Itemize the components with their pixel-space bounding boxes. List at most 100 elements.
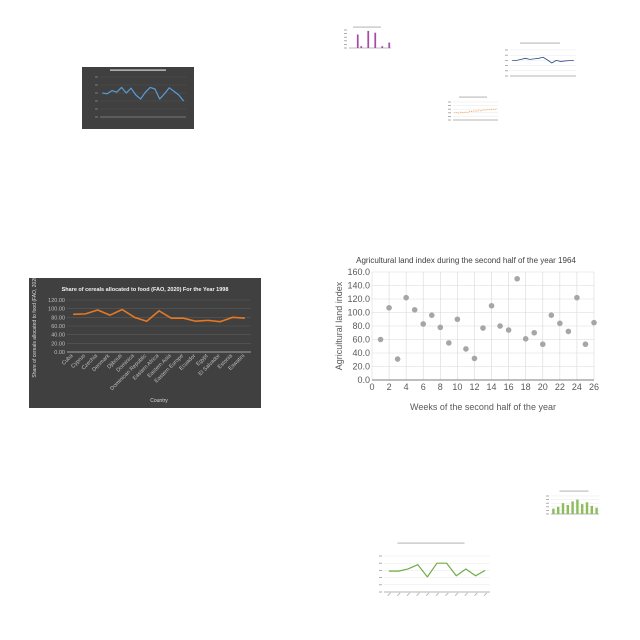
y-tick-mark bbox=[95, 76, 98, 78]
y-tick-mark bbox=[344, 36, 347, 38]
bar bbox=[561, 503, 565, 514]
y-tick-mark bbox=[344, 44, 347, 45]
series-line bbox=[512, 56, 574, 64]
y-tick-mark bbox=[546, 499, 549, 500]
scatter-point bbox=[386, 304, 392, 311]
scatter-point bbox=[446, 340, 452, 346]
y-tick-label: 80.0 bbox=[352, 321, 370, 331]
bar bbox=[356, 34, 359, 48]
x-tick-mark bbox=[387, 592, 391, 596]
y-tick-mark bbox=[448, 119, 451, 121]
x-tick-label: 6 bbox=[421, 382, 426, 392]
y-tick-label: 20.00 bbox=[51, 341, 65, 347]
y-tick-label: 100.00 bbox=[48, 307, 65, 313]
y-tick-mark bbox=[379, 591, 382, 593]
y-tick-mark bbox=[379, 577, 382, 578]
y-axis-label: Share of cereals allocated to food (FAO,… bbox=[32, 278, 38, 378]
scatter-point bbox=[565, 328, 572, 335]
chart-svg-c6: Agricultural land index during the secon… bbox=[334, 256, 599, 412]
scatter-point bbox=[377, 336, 384, 343]
y-tick-mark bbox=[379, 584, 382, 586]
x-tick-mark bbox=[483, 592, 488, 596]
y-tick-mark bbox=[448, 101, 451, 103]
chart-svg-c3 bbox=[505, 42, 576, 77]
y-tick-mark bbox=[448, 108, 451, 110]
scatter-point bbox=[420, 321, 427, 327]
y-tick-mark bbox=[379, 570, 382, 571]
bar bbox=[590, 505, 593, 514]
chart-navy-line bbox=[500, 40, 580, 88]
y-tick-mark bbox=[344, 40, 347, 42]
x-tick-label: 16 bbox=[504, 382, 514, 392]
chart-dark-line-blue bbox=[82, 67, 194, 129]
chart-svg-c8 bbox=[379, 542, 490, 596]
x-tick-label: 22 bbox=[555, 382, 565, 392]
scatter-point bbox=[522, 336, 529, 342]
scatter-point bbox=[480, 325, 486, 331]
scatter-point bbox=[463, 346, 469, 352]
x-tick-mark bbox=[425, 592, 430, 596]
y-tick-label: 100.0 bbox=[347, 308, 370, 318]
scatter-point bbox=[403, 294, 409, 301]
x-tick-mark bbox=[416, 592, 420, 596]
y-tick-mark bbox=[546, 502, 549, 504]
series-line bbox=[388, 562, 486, 578]
scatter-point bbox=[488, 302, 495, 309]
scatter-point bbox=[539, 341, 546, 348]
scatter-point bbox=[591, 319, 597, 326]
y-tick-label: 120.0 bbox=[347, 294, 370, 304]
title-placeholder bbox=[397, 542, 465, 544]
title-placeholder bbox=[559, 490, 589, 492]
x-tick-label: 14 bbox=[487, 382, 497, 392]
scatter-point bbox=[394, 356, 401, 362]
y-tick-mark bbox=[344, 29, 347, 31]
bar bbox=[571, 501, 574, 514]
scatter-point bbox=[471, 355, 478, 362]
scatter-point bbox=[505, 327, 512, 333]
title-placeholder bbox=[520, 42, 560, 44]
y-tick-mark bbox=[546, 495, 549, 497]
chart-title: Share of cereals allocated to food (FAO,… bbox=[62, 287, 229, 293]
y-tick-mark bbox=[448, 105, 451, 106]
series-line bbox=[102, 86, 185, 102]
scatter-point bbox=[454, 316, 461, 323]
y-tick-mark bbox=[505, 54, 508, 56]
y-tick-mark bbox=[95, 84, 98, 86]
bar bbox=[557, 506, 560, 514]
y-tick-label: 40.0 bbox=[352, 348, 370, 358]
chart-green-line bbox=[364, 540, 498, 622]
bar bbox=[566, 505, 569, 514]
x-tick-mark bbox=[445, 592, 449, 596]
chart-orange-dashed-line bbox=[445, 94, 501, 128]
y-tick-mark bbox=[379, 555, 382, 557]
chart-green-3d-bars bbox=[545, 488, 603, 522]
bar bbox=[595, 507, 598, 514]
scatter-point bbox=[497, 323, 503, 329]
y-tick-mark bbox=[95, 108, 98, 110]
x-tick-label: 0 bbox=[369, 382, 374, 392]
bar bbox=[581, 504, 584, 514]
x-tick-label: 26 bbox=[589, 382, 599, 392]
chart-svg-c5: Share of cereals allocated to food (FAO,… bbox=[32, 278, 251, 404]
scatter-point bbox=[411, 307, 418, 313]
y-tick-label: 60.00 bbox=[51, 324, 65, 330]
series-line bbox=[454, 108, 498, 114]
title-placeholder bbox=[110, 69, 166, 71]
x-tick-label: 10 bbox=[452, 382, 462, 392]
x-tick-label: 18 bbox=[521, 382, 531, 392]
y-tick-mark bbox=[505, 75, 508, 77]
x-axis-label: Weeks of the second half of the year bbox=[410, 402, 556, 412]
y-tick-label: 20.0 bbox=[352, 362, 370, 372]
scatter-point bbox=[514, 275, 520, 282]
scatter-point bbox=[531, 329, 538, 336]
bar bbox=[374, 32, 377, 48]
y-tick-mark bbox=[546, 510, 549, 511]
scatter-point bbox=[582, 341, 589, 348]
bar bbox=[360, 46, 363, 48]
bar bbox=[367, 30, 370, 48]
x-tick-mark bbox=[397, 592, 401, 596]
y-tick-label: 40.00 bbox=[51, 333, 65, 339]
y-tick-mark bbox=[505, 60, 508, 61]
chart-svg-c2 bbox=[344, 26, 391, 49]
y-tick-mark bbox=[505, 49, 508, 51]
